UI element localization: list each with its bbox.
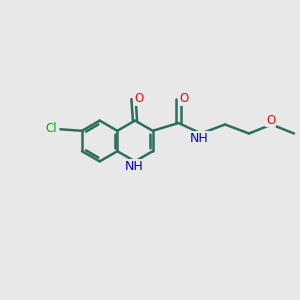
Text: Cl: Cl xyxy=(45,122,57,135)
Text: O: O xyxy=(266,113,275,127)
Text: NH: NH xyxy=(190,131,209,145)
Text: O: O xyxy=(179,92,188,105)
Text: NH: NH xyxy=(125,160,144,173)
Text: O: O xyxy=(134,92,143,105)
